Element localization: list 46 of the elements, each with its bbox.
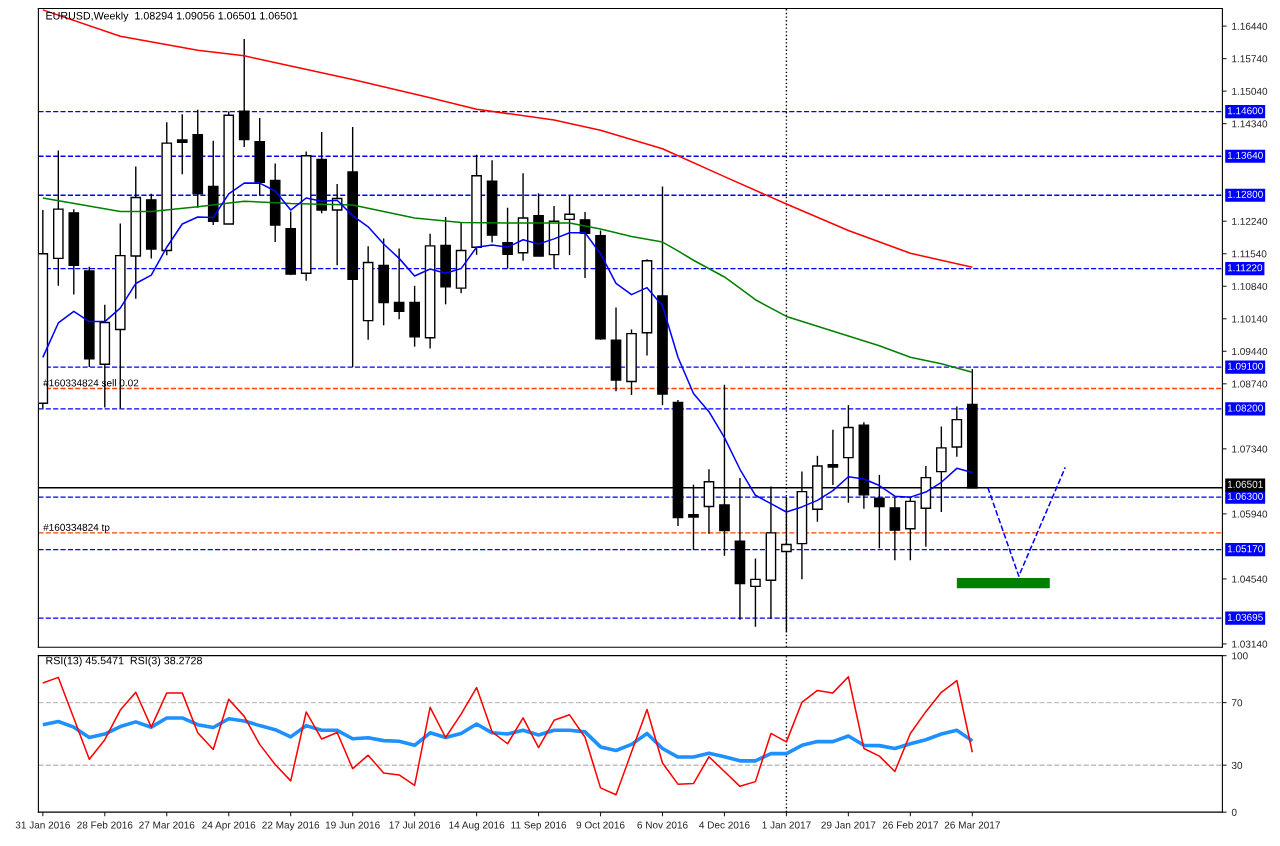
x-tick-label: 9 Oct 2016: [576, 821, 625, 829]
y-tick-label: 100: [1232, 652, 1248, 660]
ref-line-label: 1.08200: [1227, 404, 1263, 412]
chart-title: RSI(13) 45.5471 RSI(3) 38.2728: [46, 656, 202, 667]
y-tick-label: 0: [1231, 808, 1237, 816]
ref-line-label: 1.11220: [1227, 264, 1263, 272]
y-tick-label: 1.10140: [1232, 315, 1268, 323]
y-tick-label: 1.09440: [1232, 347, 1268, 356]
y-tick-label: 1.12240: [1232, 217, 1268, 225]
x-tick-label: 26 Mar 2017: [944, 821, 1000, 829]
ref-line-label: #160334824 tp: [43, 523, 110, 533]
ref-line-label: 1.03695: [1227, 613, 1263, 621]
y-tick-label: 1.07340: [1232, 445, 1268, 453]
x-tick-label: 1 Jan 2017: [762, 821, 811, 829]
ref-line-label: 1.09100: [1227, 362, 1263, 370]
x-tick-label: 17 Jul 2016: [389, 821, 441, 829]
y-tick-label: 1.15040: [1232, 87, 1268, 95]
x-tick-label: 19 Jun 2016: [325, 821, 380, 829]
y-tick-label: 1.11540: [1232, 250, 1267, 258]
x-tick-label: 28 Feb 2016: [77, 821, 133, 829]
x-tick-label: 6 Nov 2016: [637, 821, 688, 829]
y-tick-label: 1.14340: [1232, 120, 1268, 128]
x-tick-label: 26 Feb 2017: [882, 821, 938, 829]
ref-line-label: 1.06501: [1227, 480, 1263, 488]
y-tick-label: 70: [1231, 699, 1243, 707]
x-tick-label: 24 Apr 2016: [202, 821, 256, 831]
ref-line-label: 1.06300: [1227, 492, 1263, 500]
x-tick-label: 4 Dec 2016: [699, 821, 750, 829]
y-tick-label: 1.03140: [1232, 640, 1268, 648]
x-tick-label: 29 Jan 2017: [821, 821, 876, 829]
ref-line-label: 1.13640: [1227, 151, 1263, 159]
x-tick-label: 22 May 2016: [262, 821, 320, 831]
ref-line-label: 1.05170: [1227, 545, 1263, 553]
x-tick-label: 11 Sep 2016: [511, 821, 567, 831]
y-tick-label: 30: [1231, 761, 1243, 769]
x-tick-label: 31 Jan 2016: [15, 821, 70, 829]
y-tick-label: 1.08740: [1232, 380, 1268, 388]
ref-line-label: 1.12800: [1227, 190, 1263, 198]
y-tick-label: 1.10840: [1232, 282, 1268, 290]
x-tick-label: 14 Aug 2016: [449, 821, 505, 831]
y-tick-label: 1.16440: [1232, 22, 1268, 30]
y-tick-label: 1.15740: [1232, 55, 1268, 63]
y-tick-label: 1.04540: [1232, 575, 1268, 583]
ref-line-label: 1.14600: [1227, 107, 1263, 115]
x-tick-label: 27 Mar 2016: [139, 821, 195, 829]
y-tick-label: 1.05940: [1232, 510, 1268, 518]
